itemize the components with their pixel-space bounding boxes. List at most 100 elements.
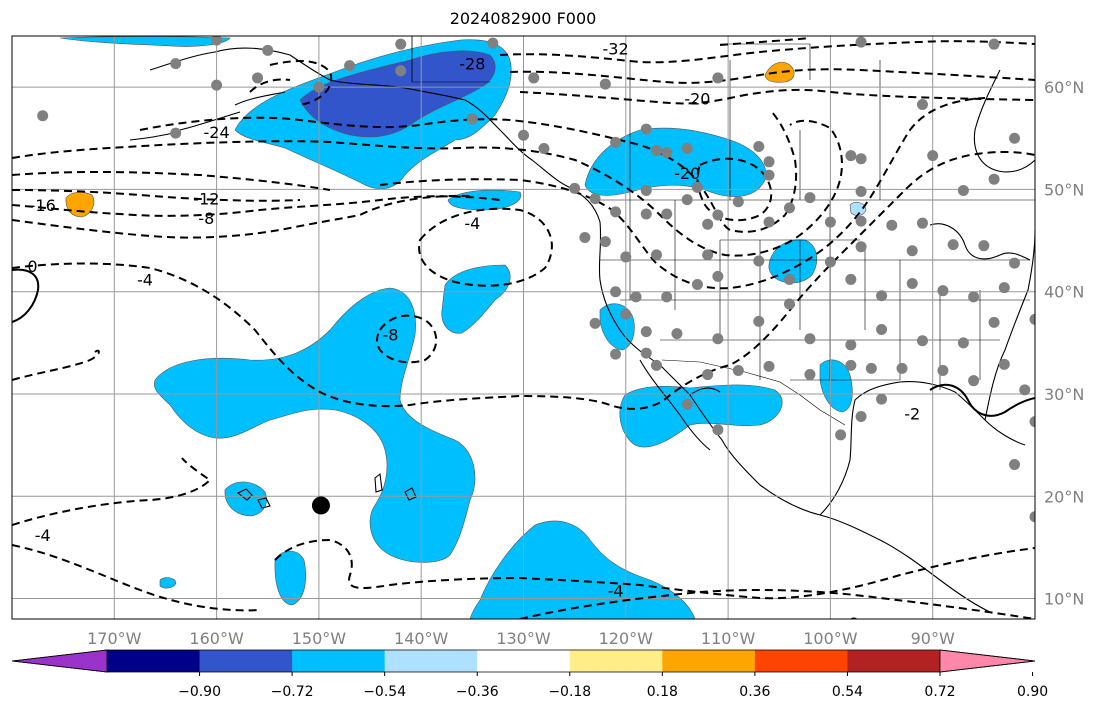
colorbar-tick-label: −0.18 — [548, 684, 591, 700]
station-dot — [957, 184, 969, 196]
station-dot — [763, 216, 775, 228]
coastline-west-coast — [564, 184, 991, 613]
station-dot — [170, 127, 182, 139]
station-dot — [610, 286, 622, 298]
contour-label: -4 — [35, 526, 51, 545]
colorbar-extend-high — [939, 649, 1036, 673]
contour-line — [12, 119, 843, 257]
contour-label: -8 — [843, 614, 859, 633]
station-dot — [620, 251, 632, 263]
contour-label: -2 — [904, 404, 920, 423]
contour-label: -20 — [674, 164, 700, 183]
map-frame — [11, 35, 1036, 620]
contour-label: -4 — [137, 270, 153, 289]
border-layer — [411, 36, 1035, 426]
contour-label: 0 — [27, 257, 37, 276]
station-dot — [661, 147, 673, 159]
contour-label: -4 — [608, 581, 624, 600]
station-dot — [865, 362, 877, 374]
station-dot — [876, 393, 888, 405]
station-dot — [487, 37, 499, 49]
lat-tick-label: 10°N — [1044, 590, 1084, 609]
island-small-2 — [404, 487, 417, 501]
lon-tick-label: 140°W — [394, 629, 449, 648]
station-dot — [968, 291, 980, 303]
colorbar-segment — [107, 650, 201, 672]
station-dot — [876, 324, 888, 336]
longitude-tick-labels: 170°W 160°W 150°W 140°W 130°W 120°W 110°W 100°W… — [87, 629, 955, 648]
anomaly-fill-layer — [59, 36, 867, 619]
lon-tick-label: 150°W — [292, 629, 347, 648]
contour-label: -8 — [198, 209, 214, 228]
station-dot — [957, 337, 969, 349]
lon-tick-label: 90°W — [911, 629, 955, 648]
contour-line — [418, 207, 553, 287]
station-dot — [855, 241, 867, 253]
coastline-baja — [639, 359, 721, 451]
lon-tick-label: 130°W — [496, 629, 551, 648]
station-dot — [804, 333, 816, 345]
fill-region-orange-ne — [764, 61, 795, 83]
contour-label: -12 — [193, 190, 219, 209]
station-dot — [712, 209, 724, 221]
station-dot — [252, 72, 264, 84]
location-marker — [311, 496, 330, 515]
contour-line — [509, 68, 1035, 84]
station-dot — [1029, 416, 1035, 428]
colorbar-outline — [11, 649, 1036, 673]
contour-line — [12, 349, 100, 381]
station-dot — [988, 173, 1000, 185]
colorbar-tick-label: 0.54 — [832, 684, 863, 700]
fill-region-pacific-large — [154, 287, 476, 563]
colorbar-tick-label: −0.54 — [363, 684, 406, 700]
station-dot — [610, 348, 622, 360]
coastline-east — [984, 229, 1035, 421]
contour-line — [12, 97, 986, 290]
contour-label: -32 — [602, 39, 628, 58]
station-dot — [661, 291, 673, 303]
station-dot — [1029, 511, 1035, 523]
coastline-great-lakes — [929, 223, 1031, 261]
lon-tick-label: 110°W — [701, 629, 756, 648]
station-dot — [855, 153, 867, 165]
station-dot — [37, 110, 49, 122]
station-dot — [845, 273, 857, 285]
station-dot — [610, 206, 622, 218]
station-dot — [528, 72, 540, 84]
station-dot — [1019, 384, 1031, 396]
station-dot — [947, 239, 959, 251]
station-dot — [835, 429, 847, 441]
colorbar: −0.90 −0.72 −0.54 −0.36 −0.18 0.18 0.36 0.54 0.7… — [11, 649, 1048, 700]
station-dot — [753, 140, 765, 152]
station-dot — [783, 273, 795, 285]
station-dot — [763, 169, 775, 181]
contour-label: -20 — [684, 89, 710, 108]
station-dot — [702, 369, 714, 381]
contour-line — [12, 150, 1035, 410]
colorbar-segment — [569, 650, 663, 672]
station-dot — [569, 182, 581, 194]
contour-line-zero — [12, 268, 40, 323]
station-dot — [211, 36, 223, 46]
station-dot — [845, 150, 857, 162]
station-dot — [395, 65, 407, 77]
lat-tick-label: 60°N — [1044, 78, 1084, 97]
station-dot — [599, 78, 611, 90]
station-dot — [886, 219, 898, 231]
lon-tick-label: 160°W — [189, 629, 244, 648]
station-dot — [712, 333, 724, 345]
island-hawaii — [236, 488, 253, 501]
contour-line — [376, 314, 438, 364]
contour-line — [139, 109, 798, 233]
station-dot — [1029, 313, 1035, 325]
border-box-ne — [720, 43, 811, 80]
station-dot — [518, 129, 529, 141]
station-dot — [763, 360, 775, 372]
station-dot — [855, 185, 867, 197]
contour-line — [719, 37, 811, 46]
station-dot — [211, 79, 223, 91]
colorbar-tick-label: −0.72 — [271, 684, 314, 700]
station-dot — [681, 398, 693, 410]
contour-label: -24 — [204, 123, 230, 142]
station-dot — [620, 308, 632, 320]
